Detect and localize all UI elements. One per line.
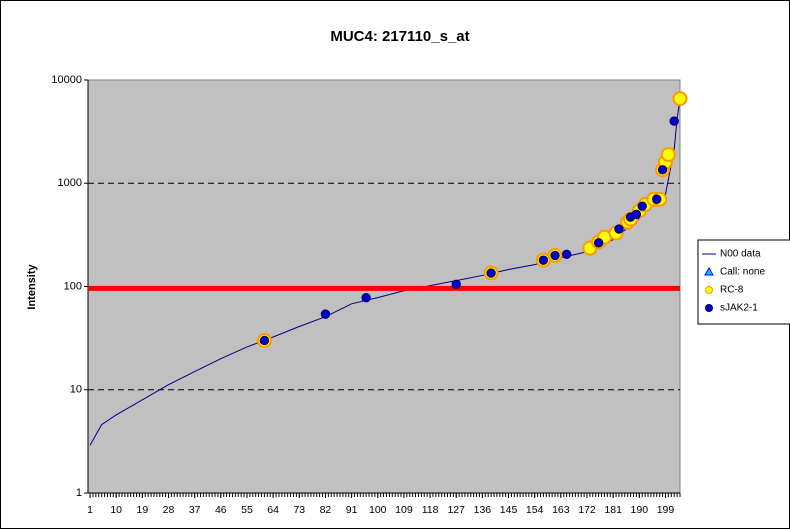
point xyxy=(561,249,572,260)
x-tick-label: 91 xyxy=(346,504,358,516)
point xyxy=(486,268,496,278)
point xyxy=(672,91,688,107)
legend-label: Call: none xyxy=(720,267,765,278)
point xyxy=(593,238,604,248)
x-tick-label: 46 xyxy=(215,504,227,516)
x-tick-label: 127 xyxy=(447,504,465,516)
point xyxy=(259,335,270,346)
x-tick-label: 19 xyxy=(137,504,149,516)
y-tick-label: 10000 xyxy=(51,74,82,86)
x-tick-label: 64 xyxy=(267,504,279,516)
y-tick-label: 1 xyxy=(76,487,82,499)
x-tick-label: 28 xyxy=(163,504,175,516)
point xyxy=(550,250,560,261)
legend-label: N00 data xyxy=(720,249,761,260)
x-tick-label: 118 xyxy=(422,504,439,516)
x-tick-label: 109 xyxy=(395,504,413,516)
point xyxy=(652,194,662,204)
x-tick-label: 1 xyxy=(87,504,93,516)
legend-swatch xyxy=(705,304,713,312)
y-axis-label: Intensity xyxy=(26,264,38,310)
x-tick-label: 73 xyxy=(293,504,305,516)
x-tick-label: 82 xyxy=(320,504,332,516)
legend-swatch xyxy=(704,266,714,276)
legend-swatch xyxy=(705,286,713,294)
point xyxy=(669,116,679,126)
legend-label: RC-8 xyxy=(720,285,744,296)
data-line xyxy=(89,99,681,446)
x-tick-label: 136 xyxy=(474,504,492,516)
x-tick-label: 172 xyxy=(578,504,596,516)
x-tick-label: 181 xyxy=(604,504,622,516)
x-tick-label: 154 xyxy=(526,504,544,516)
point xyxy=(451,279,461,290)
x-tick-label: 10 xyxy=(110,504,122,516)
x-tick-label: 163 xyxy=(552,504,570,516)
point xyxy=(614,224,624,234)
point xyxy=(320,309,331,319)
x-tick-label: 37 xyxy=(189,504,201,516)
point xyxy=(631,209,642,220)
point xyxy=(660,146,676,162)
x-tick-label: 145 xyxy=(500,504,518,516)
x-tick-label: 190 xyxy=(631,504,649,516)
x-tick-label: 199 xyxy=(657,504,675,516)
point xyxy=(538,255,549,265)
chart-title: MUC4: 217110_s_at xyxy=(330,28,469,45)
y-tick-label: 100 xyxy=(64,280,82,292)
y-tick-label: 1000 xyxy=(58,177,82,189)
point xyxy=(361,292,371,303)
x-tick-label: 55 xyxy=(241,504,253,516)
y-tick-label: 10 xyxy=(70,384,82,396)
legend-label: sJAK2-1 xyxy=(720,303,758,314)
x-tick-label: 100 xyxy=(369,504,387,516)
point xyxy=(657,165,668,175)
point xyxy=(637,201,647,211)
